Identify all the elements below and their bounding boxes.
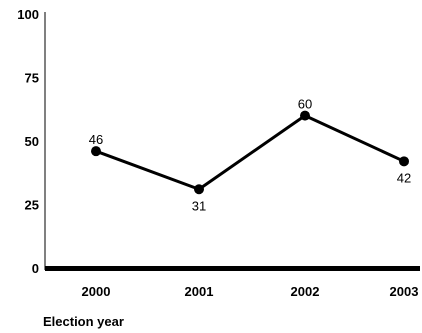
- series-line: [95, 114, 405, 191]
- x-tick-label: 2001: [185, 284, 214, 299]
- data-label: 31: [192, 198, 206, 213]
- y-tick-labels: 0 25 50 75 100: [17, 7, 39, 276]
- data-point: [91, 146, 101, 157]
- data-point: [300, 110, 310, 121]
- x-tick-label: 2002: [291, 284, 320, 299]
- y-tick-label: 0: [32, 261, 39, 276]
- data-label-group: 46 31 60 42: [89, 97, 411, 214]
- data-point: [194, 184, 204, 195]
- data-label: 46: [89, 132, 103, 147]
- series-group: [91, 110, 409, 195]
- x-tick-label: 2000: [82, 284, 111, 299]
- y-tick-label: 25: [25, 198, 39, 213]
- y-tick-label: 100: [17, 7, 39, 22]
- x-tick-label: 2003: [390, 284, 419, 299]
- y-tick-label: 50: [25, 134, 39, 149]
- data-label: 60: [298, 97, 312, 112]
- data-point: [399, 156, 409, 167]
- x-axis-label: Election year: [43, 314, 124, 329]
- data-label: 42: [397, 170, 411, 185]
- y-tick-label: 75: [25, 71, 39, 86]
- x-tick-labels: 2000 2001 2002 2003: [82, 284, 419, 299]
